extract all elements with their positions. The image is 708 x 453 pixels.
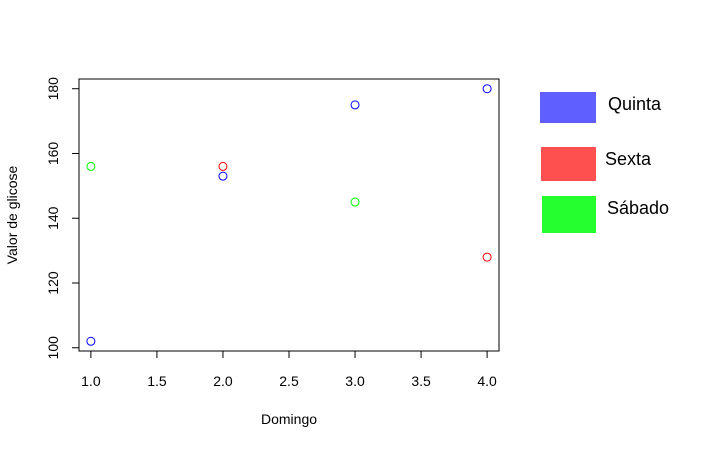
x-axis-title: Domingo bbox=[261, 411, 317, 427]
x-tick-label: 1.0 bbox=[81, 373, 101, 389]
x-tick-label: 3.0 bbox=[345, 373, 365, 389]
y-tick-label: 160 bbox=[45, 142, 61, 166]
y-tick-label: 100 bbox=[45, 336, 61, 360]
y-tick-label: 180 bbox=[45, 77, 61, 101]
legend-swatch-sexta bbox=[541, 147, 596, 181]
legend-label-quinta: Quinta bbox=[608, 94, 662, 114]
data-point-sabado bbox=[86, 161, 96, 171]
y-tick-label: 120 bbox=[45, 271, 61, 295]
legend-swatch-sabado bbox=[542, 196, 596, 233]
x-tick-label: 4.0 bbox=[477, 373, 497, 389]
x-tick-label: 2.5 bbox=[279, 373, 299, 389]
data-points bbox=[86, 84, 492, 346]
legend-label-sexta: Sexta bbox=[605, 149, 652, 169]
legend-label-sabado: Sábado bbox=[607, 198, 669, 218]
x-tick-label: 2.0 bbox=[213, 373, 233, 389]
data-point-quinta bbox=[350, 100, 360, 110]
data-point-sexta bbox=[482, 252, 492, 262]
data-point-sexta bbox=[218, 161, 228, 171]
data-point-sabado bbox=[350, 197, 360, 207]
legend-swatch-quinta bbox=[540, 92, 596, 123]
data-point-quinta bbox=[86, 336, 96, 346]
legend: Quinta Sexta Sábado bbox=[540, 92, 669, 233]
x-ticks: 1.0 1.5 2.0 2.5 3.0 3.5 4.0 bbox=[81, 351, 497, 389]
data-point-quinta bbox=[482, 84, 492, 94]
x-tick-label: 1.5 bbox=[147, 373, 167, 389]
x-tick-label: 3.5 bbox=[411, 373, 431, 389]
y-ticks: 100 120 140 160 180 bbox=[45, 77, 79, 360]
y-tick-label: 140 bbox=[45, 206, 61, 230]
data-point-quinta bbox=[218, 171, 228, 181]
y-axis-title: Valor de glicose bbox=[4, 166, 20, 265]
